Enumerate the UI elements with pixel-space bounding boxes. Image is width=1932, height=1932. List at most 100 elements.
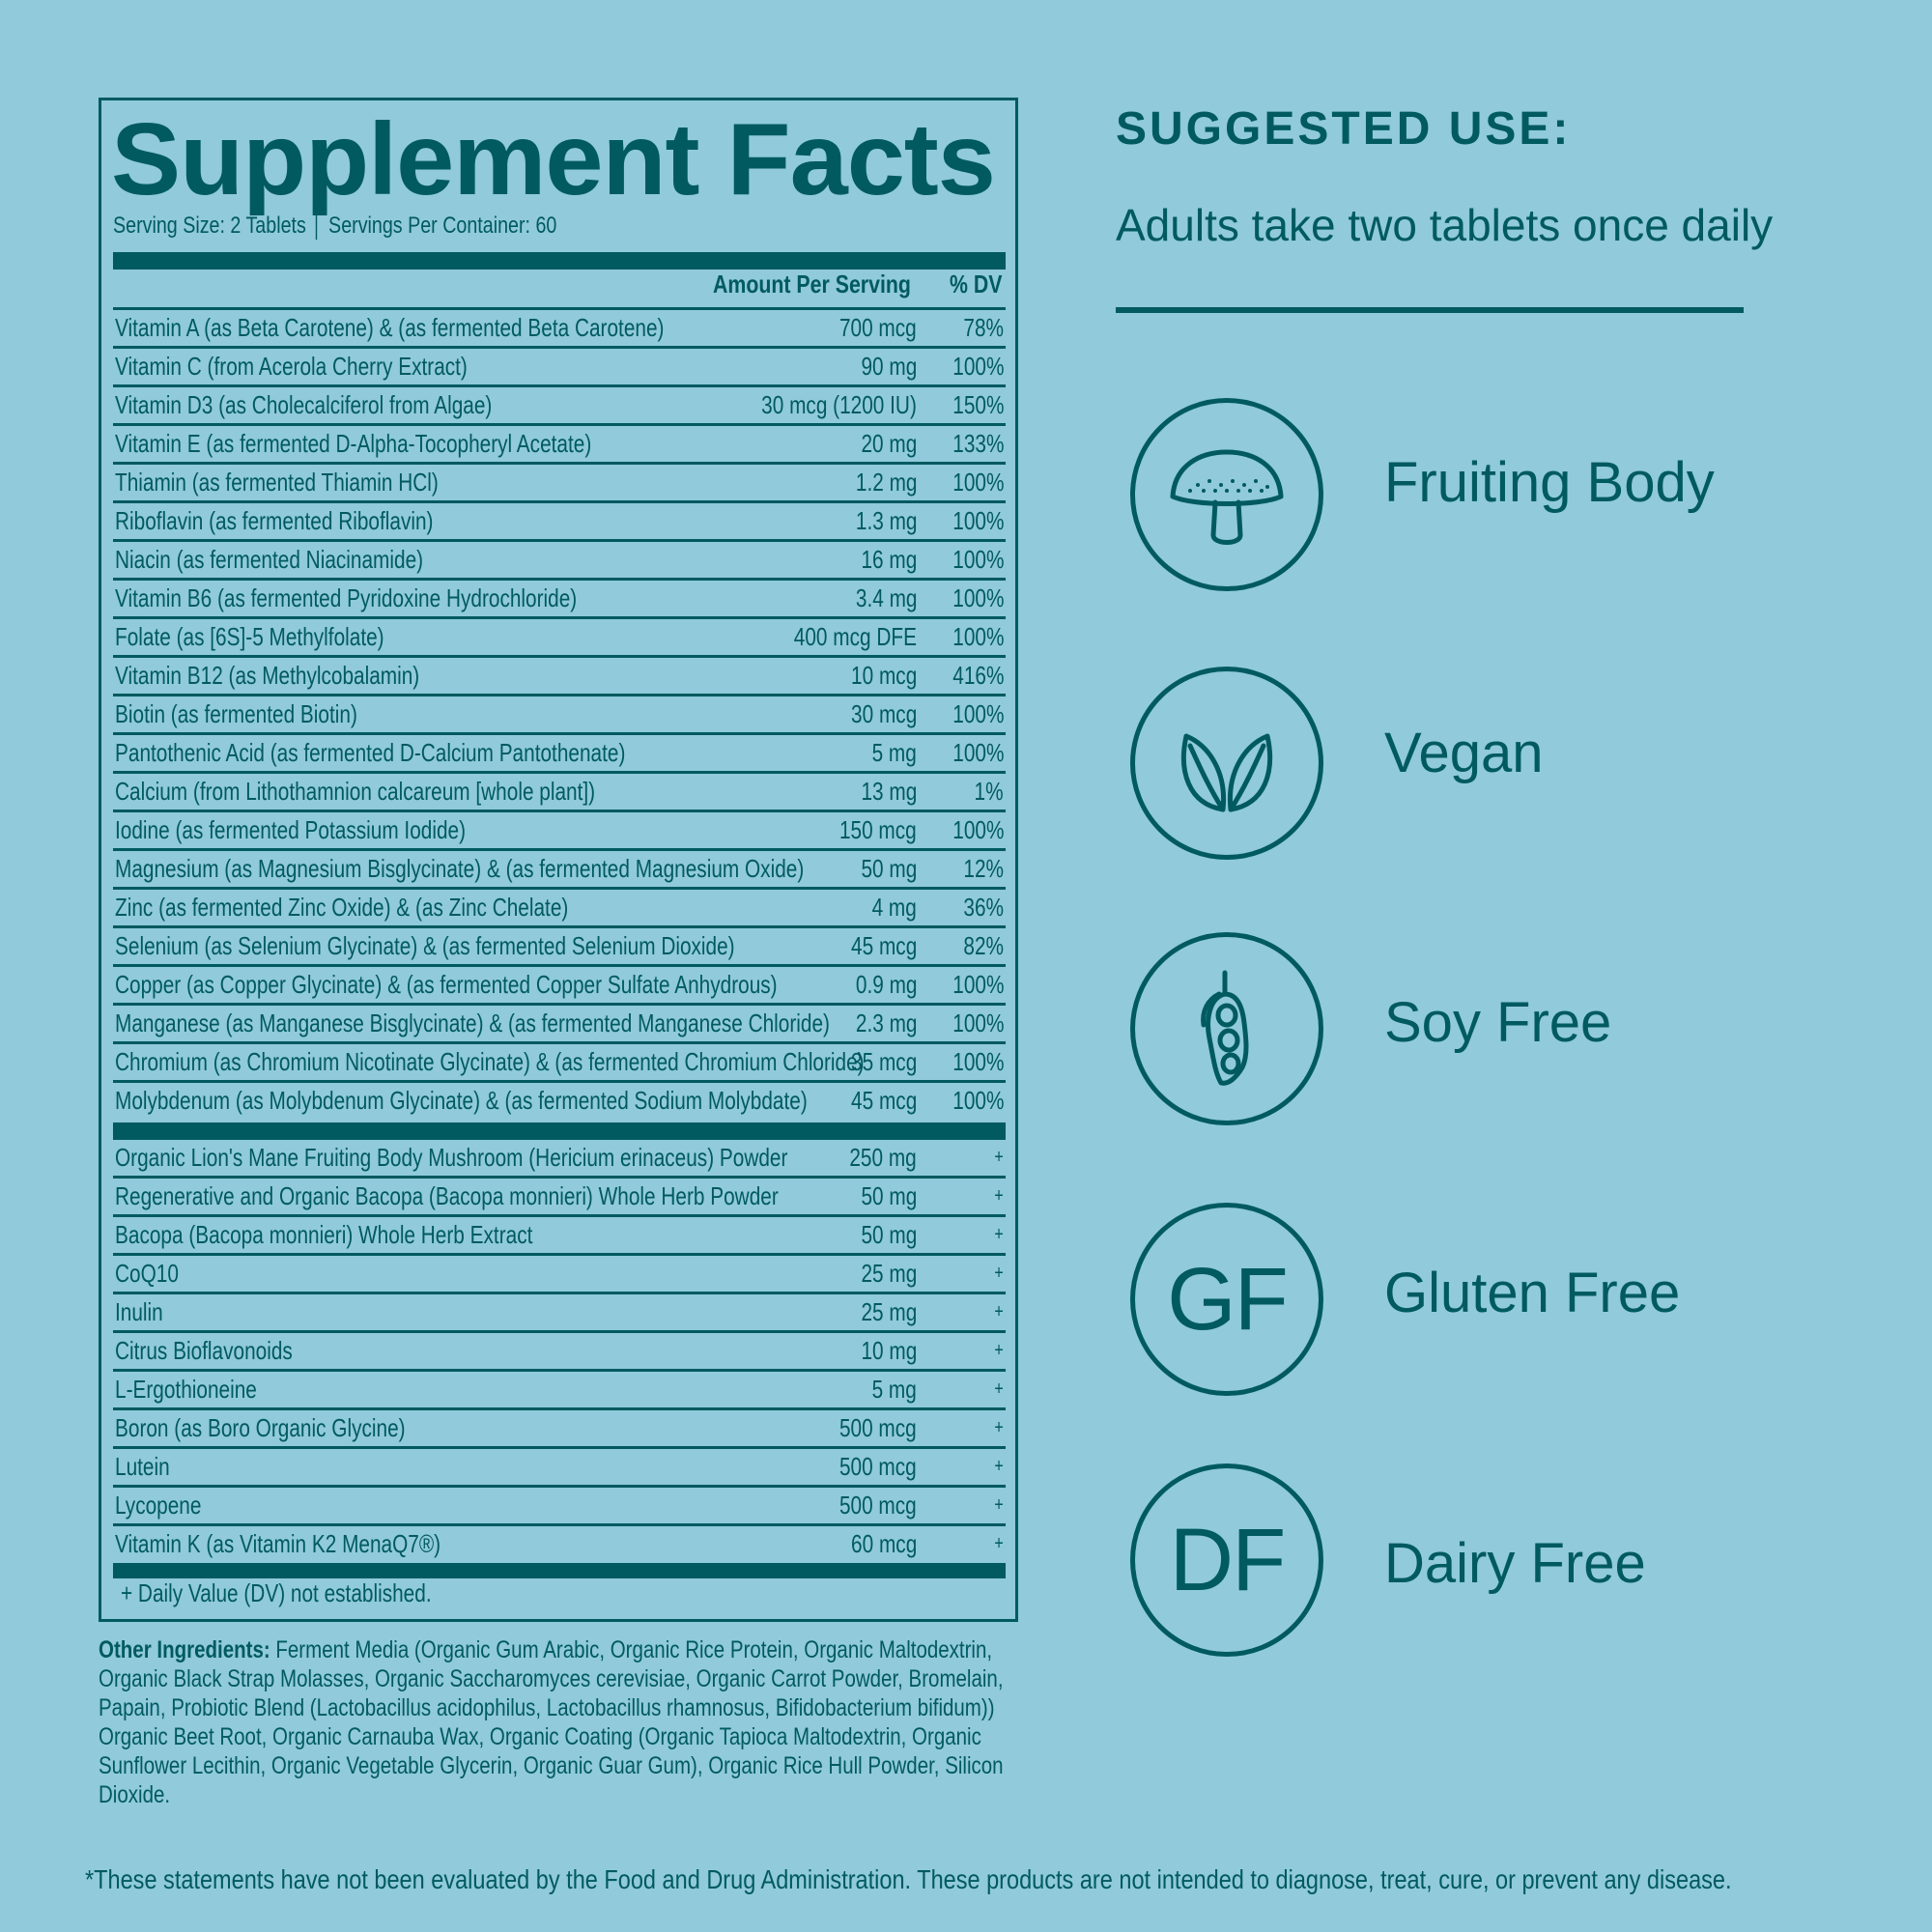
table-row: L-Ergothioneine 5 mg +: [113, 1372, 1006, 1410]
ingredient-dv: 82%: [963, 931, 1004, 960]
ingredient-dv: 100%: [952, 545, 1004, 574]
ingredient-dv: 150%: [952, 390, 1004, 419]
table-row: Copper (as Copper Glycinate) & (as ferme…: [113, 967, 1006, 1006]
suggested-use-heading: SUGGESTED USE:: [1116, 103, 1572, 155]
supplement-facts-panel: Supplement Facts Serving Size: 2 Tablets…: [99, 98, 1018, 1622]
df-icon: DF: [1130, 1463, 1323, 1657]
ingredient-dv: 78%: [963, 313, 1004, 342]
ingredient-dv: 100%: [952, 352, 1004, 381]
ingredient-name: Vitamin B6 (as fermented Pyridoxine Hydr…: [115, 583, 578, 612]
suggested-use-text: Adults take two tablets once daily: [1116, 200, 1774, 250]
ingredient-amount: 1.3 mg: [855, 506, 917, 535]
ingredient-amount: 150 mcg: [839, 815, 917, 844]
ingredient-name: Niacin (as fermented Niacinamide): [115, 545, 424, 574]
ingredient-amount: 500 mcg: [839, 1452, 917, 1481]
table-row: Calcium (from Lithothamnion calcareum [w…: [113, 774, 1006, 812]
ingredient-dv: 1%: [974, 777, 1004, 806]
ingredient-amount: 4 mg: [871, 893, 917, 922]
ingredient-amount: 16 mg: [861, 545, 917, 574]
ingredient-dv: +: [994, 1533, 1004, 1554]
ingredient-name: Vitamin B12 (as Methylcobalamin): [115, 661, 420, 690]
badge-label-dairy-free: Dairy Free: [1384, 1532, 1646, 1595]
other-ingredients-text: Ferment Media (Organic Gum Arabic, Organ…: [99, 1636, 1004, 1808]
ingredient-name: Boron (as Boro Organic Glycine): [115, 1413, 406, 1442]
gf-letters: GF: [1167, 1249, 1289, 1349]
ingredient-dv: 100%: [952, 622, 1004, 651]
ingredient-amount: 25 mg: [861, 1259, 917, 1288]
badge-label-soy-free: Soy Free: [1384, 991, 1612, 1054]
ingredient-name: Molybdenum (as Molybdenum Glycinate) & (…: [115, 1086, 808, 1115]
ingredient-dv: 36%: [963, 893, 1004, 922]
suggested-use-divider: [1116, 307, 1744, 313]
table-row: Chromium (as Chromium Nicotinate Glycina…: [113, 1044, 1006, 1083]
table-row: Vitamin B6 (as fermented Pyridoxine Hydr…: [113, 581, 1006, 619]
ingredient-name: Pantothenic Acid (as fermented D-Calcium…: [115, 738, 626, 767]
ingredient-dv: 100%: [952, 699, 1004, 728]
ingredient-amount: 13 mg: [861, 777, 917, 806]
ingredient-name: Organic Lion's Mane Fruiting Body Mushro…: [115, 1143, 788, 1172]
ingredient-amount: 60 mcg: [850, 1529, 917, 1558]
ingredient-amount: 250 mg: [849, 1143, 917, 1172]
df-letters: DF: [1169, 1510, 1287, 1609]
ingredient-amount: 45 mcg: [850, 931, 917, 960]
ingredient-amount: 0.9 mg: [855, 970, 917, 999]
ingredient-amount: 35 mcg: [850, 1047, 917, 1076]
table-row: Organic Lion's Mane Fruiting Body Mushro…: [113, 1140, 1006, 1179]
gf-icon: GF: [1130, 1203, 1323, 1396]
table-row: Niacin (as fermented Niacinamide) 16 mg 10…: [113, 542, 1006, 581]
table-row: Molybdenum (as Molybdenum Glycinate) & (…: [113, 1083, 1006, 1122]
ingredient-name: Lutein: [115, 1452, 170, 1481]
other-ingredients-label: Other Ingredients:: [99, 1636, 270, 1663]
ingredient-amount: 30 mcg: [850, 699, 917, 728]
table-row: Biotin (as fermented Biotin) 30 mcg 100%: [113, 696, 1006, 735]
ingredient-amount: 400 mcg DFE: [793, 622, 917, 651]
mushroom-icon: [1130, 398, 1323, 591]
ingredient-name: Regenerative and Organic Bacopa (Bacopa …: [115, 1181, 779, 1210]
table-row: Vitamin B12 (as Methylcobalamin) 10 mcg 41…: [113, 658, 1006, 696]
ingredient-amount: 10 mcg: [850, 661, 917, 690]
ingredient-dv: 133%: [952, 429, 1004, 458]
ingredient-dv: 100%: [952, 970, 1004, 999]
table-row: Riboflavin (as fermented Riboflavin) 1.3 …: [113, 503, 1006, 542]
ingredient-name: Lycopene: [115, 1491, 202, 1520]
badge-label-vegan: Vegan: [1384, 722, 1544, 784]
table-row: Zinc (as fermented Zinc Oxide) & (as Zin…: [113, 890, 1006, 928]
other-ingredients: Other Ingredients: Ferment Media (Organi…: [99, 1635, 1009, 1809]
ingredient-name: L-Ergothioneine: [115, 1375, 257, 1404]
ingredient-name: Thiamin (as fermented Thiamin HCl): [115, 468, 439, 497]
table-row: Boron (as Boro Organic Glycine) 500 mcg +: [113, 1410, 1006, 1449]
ingredient-name: Manganese (as Manganese Bisglycinate) & …: [115, 1009, 830, 1037]
leaves-icon: [1130, 667, 1323, 860]
ingredient-amount: 10 mg: [861, 1336, 917, 1365]
section-divider: [113, 1122, 1006, 1140]
ingredient-name: Selenium (as Selenium Glycinate) & (as f…: [115, 931, 735, 960]
ingredient-amount: 500 mcg: [839, 1491, 917, 1520]
ingredient-amount: 5 mg: [871, 1375, 917, 1404]
table-row: Lycopene 500 mcg +: [113, 1488, 1006, 1526]
ingredient-dv: 416%: [952, 661, 1004, 690]
table-row: Vitamin D3 (as Cholecalciferol from Alga…: [113, 387, 1006, 426]
ingredient-name: Vitamin C (from Acerola Cherry Extract): [115, 352, 468, 381]
vitamin-rows: Vitamin A (as Beta Carotene) & (as ferme…: [113, 310, 1006, 1122]
column-header-divider: [113, 307, 1006, 310]
ingredient-amount: 50 mg: [861, 1220, 917, 1249]
table-row: Iodine (as fermented Potassium Iodide) 15…: [113, 812, 1006, 851]
ingredient-dv: +: [994, 1301, 1004, 1322]
serving-info: Serving Size: 2 Tablets │ Servings Per C…: [113, 213, 557, 239]
ingredient-amount: 50 mg: [861, 1181, 917, 1210]
table-row: Thiamin (as fermented Thiamin HCl) 1.2 mg…: [113, 465, 1006, 503]
ingredient-dv: 12%: [963, 854, 1004, 883]
table-row: Selenium (as Selenium Glycinate) & (as f…: [113, 928, 1006, 967]
table-row: Vitamin E (as fermented D-Alpha-Tocopher…: [113, 426, 1006, 465]
table-row: Vitamin K (as Vitamin K2 MenaQ7®) 60 mcg +: [113, 1526, 1006, 1565]
ingredient-dv: 100%: [952, 1009, 1004, 1037]
table-row: Inulin 25 mg +: [113, 1294, 1006, 1333]
ingredient-name: Calcium (from Lithothamnion calcareum [w…: [115, 777, 596, 806]
ingredient-dv: +: [994, 1340, 1004, 1361]
ingredient-dv: 100%: [952, 468, 1004, 497]
ingredient-amount: 25 mg: [861, 1297, 917, 1326]
table-row: Manganese (as Manganese Bisglycinate) & …: [113, 1006, 1006, 1044]
ingredient-amount: 1.2 mg: [855, 468, 917, 497]
table-row: Citrus Bioflavonoids 10 mg +: [113, 1333, 1006, 1372]
table-row: Vitamin A (as Beta Carotene) & (as ferme…: [113, 310, 1006, 349]
